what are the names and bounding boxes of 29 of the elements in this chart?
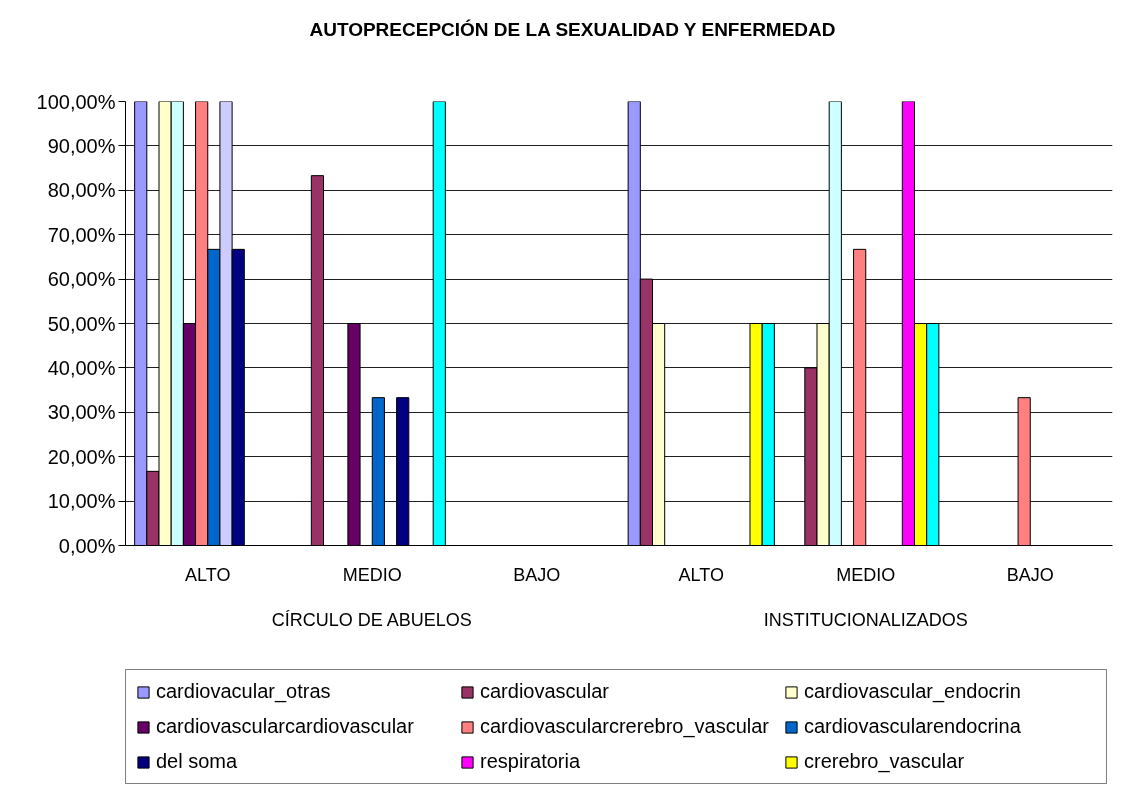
legend-label: crerebro_vascular — [804, 750, 966, 773]
legend-label: cardiovascular_endocrin — [804, 680, 1022, 703]
y-tick-label: 20,00% — [47, 445, 116, 468]
x-tick-label: MEDIO — [836, 564, 896, 585]
y-tick-label: 40,00% — [47, 356, 116, 379]
y-tick-label: 80,00% — [47, 179, 116, 202]
y-tick-label: 10,00% — [47, 490, 116, 513]
y-tick-label: 30,00% — [47, 401, 116, 424]
chart-title: AUTOPRECEPCIÓN DE LA SEXUALIDAD Y ENFERMEDAD — [309, 19, 836, 41]
x-tick-label: BAJO — [1006, 564, 1054, 585]
text: INSTITUCIONALIZADOS — [763, 609, 968, 630]
y-tick-label: 100,00% — [36, 90, 116, 113]
y-tick-label: 70,00% — [47, 223, 116, 246]
legend-label: respiratoria — [480, 750, 582, 773]
legend-label: cardiovascularcardiovascular — [156, 715, 415, 738]
y-tick-label: 90,00% — [47, 134, 116, 157]
legend-label: cardiovacular_otras — [156, 680, 332, 703]
x-tick-label: ALTO — [185, 564, 231, 585]
y-tick-label: 60,00% — [47, 268, 116, 291]
y-tick-label: 0,00% — [58, 534, 116, 557]
x-tick-label: MEDIO — [342, 564, 402, 585]
legend-label: del soma — [156, 750, 239, 773]
x-tick-label: BAJO — [513, 564, 561, 585]
y-tick-label: 50,00% — [47, 312, 116, 335]
text: CÍRCULO DE ABUELOS — [271, 609, 472, 630]
legend-label: cardiovascularcrerebro_vascular — [480, 715, 770, 738]
legend-label: cardiovascularendocrina — [804, 715, 1022, 738]
legend-label: cardiovascular — [480, 680, 610, 703]
x-tick-label: ALTO — [678, 564, 724, 585]
